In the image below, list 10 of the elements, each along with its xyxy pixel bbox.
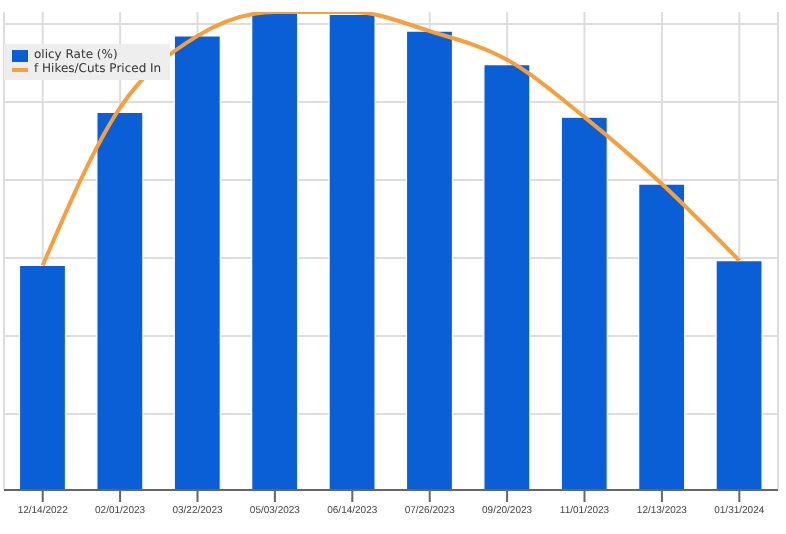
bar [328, 13, 376, 490]
bar [483, 63, 531, 490]
bar [715, 259, 763, 490]
bar [18, 264, 67, 490]
bar [251, 12, 299, 490]
bar [96, 111, 144, 490]
bar [560, 116, 608, 490]
bar [173, 35, 221, 490]
bar [638, 183, 686, 490]
bar [405, 30, 454, 490]
